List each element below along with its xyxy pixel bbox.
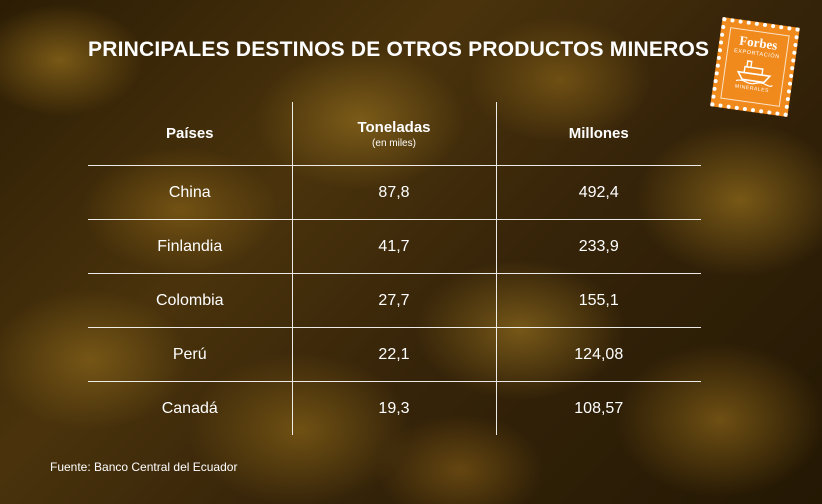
cell-toneladas: 41,7 <box>291 219 496 274</box>
cell-millones: 108,57 <box>495 381 701 435</box>
header-toneladas-sublabel: (en miles) <box>372 137 416 149</box>
cell-toneladas: 22,1 <box>291 327 496 382</box>
cell-country: China <box>88 165 292 220</box>
destinations-table: Países Toneladas (en miles) Millones Chin… <box>88 102 701 435</box>
header-millones-label: Millones <box>568 125 629 142</box>
cell-country: Colombia <box>88 273 292 328</box>
header-paises-label: Países <box>165 125 214 142</box>
table-row: Finlandia 41,7 233,9 <box>88 219 701 274</box>
table-row: China 87,8 492,4 <box>88 165 701 220</box>
forbes-stamp-logo: Forbes EXPORTACIÓN MINERALES <box>710 17 800 117</box>
cell-country: Finlandia <box>88 219 292 274</box>
table-row: Perú 22,1 124,08 <box>88 327 701 382</box>
page-title: PRINCIPALES DESTINOS DE OTROS PRODUCTOS … <box>88 38 710 61</box>
table-row: Canadá 19,3 108,57 <box>88 381 701 435</box>
cargo-ship-icon <box>735 60 773 87</box>
cell-millones: 124,08 <box>495 327 701 382</box>
cell-toneladas: 19,3 <box>291 381 496 435</box>
source-note: Fuente: Banco Central del Ecuador <box>50 460 238 474</box>
header-millones: Millones <box>495 102 701 166</box>
cell-country: Perú <box>88 327 292 382</box>
cell-toneladas: 27,7 <box>291 273 496 328</box>
cell-millones: 492,4 <box>495 165 701 220</box>
header-toneladas-label: Toneladas <box>357 118 431 136</box>
cell-toneladas: 87,8 <box>291 165 496 220</box>
header-paises: Países <box>88 102 292 166</box>
cell-millones: 155,1 <box>495 273 701 328</box>
cell-millones: 233,9 <box>495 219 701 274</box>
table-row: Colombia 27,7 155,1 <box>88 273 701 328</box>
cell-country: Canadá <box>161 399 218 417</box>
table-header-row: Países Toneladas (en miles) Millones <box>88 102 701 166</box>
header-toneladas: Toneladas (en miles) <box>291 102 496 166</box>
